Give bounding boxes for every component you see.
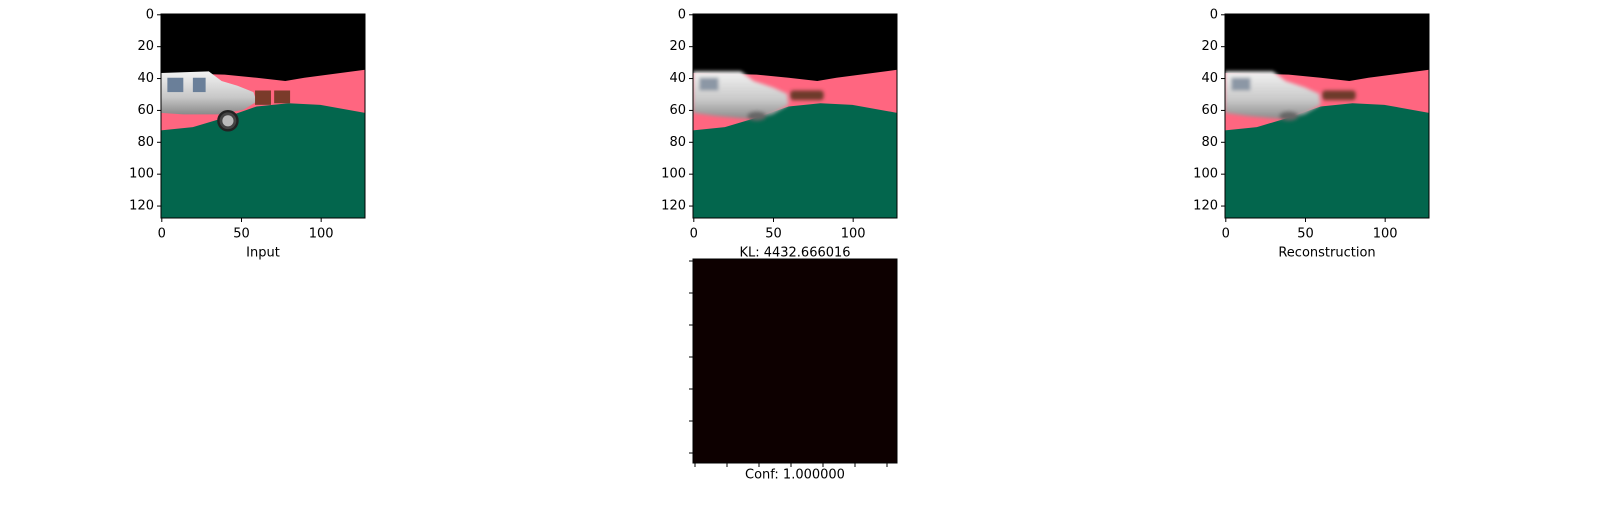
y-tick-label: 60 bbox=[669, 103, 686, 118]
y-tick-label: 20 bbox=[137, 39, 154, 54]
image bbox=[161, 14, 365, 218]
y-tick-label: 20 bbox=[669, 39, 686, 54]
y-tick-label: 40 bbox=[1201, 71, 1218, 86]
image bbox=[1225, 14, 1429, 218]
axes-title: KL: 4432.666016 bbox=[739, 246, 850, 261]
x-tick-label: 100 bbox=[1373, 227, 1398, 242]
x-tick-label: 0 bbox=[690, 227, 698, 242]
y-tick-label: 120 bbox=[1193, 199, 1218, 214]
y-tick-label: 0 bbox=[146, 7, 154, 22]
x-tick-label: 0 bbox=[1222, 227, 1230, 242]
y-tick-label: 100 bbox=[661, 167, 686, 182]
x-axis-label: Reconstruction bbox=[1278, 246, 1375, 261]
y-tick-label: 60 bbox=[1201, 103, 1218, 118]
x-axis-label: Input bbox=[246, 246, 280, 261]
x-tick-label: 100 bbox=[309, 227, 334, 242]
y-tick-label: 40 bbox=[137, 71, 154, 86]
axes-frame bbox=[1224, 13, 1430, 219]
x-tick-label: 50 bbox=[1297, 227, 1314, 242]
y-tick-label: 0 bbox=[678, 7, 686, 22]
axes-frame bbox=[160, 13, 366, 219]
image bbox=[693, 14, 897, 218]
y-tick-label: 80 bbox=[1201, 135, 1218, 150]
x-tick-label: 50 bbox=[233, 227, 250, 242]
y-tick-label: 20 bbox=[1201, 39, 1218, 54]
x-axis-label: Conf: 1.000000 bbox=[745, 468, 845, 483]
axes-frame bbox=[692, 13, 898, 219]
x-tick-label: 0 bbox=[158, 227, 166, 242]
y-tick-label: 80 bbox=[137, 135, 154, 150]
x-tick-label: 50 bbox=[765, 227, 782, 242]
x-tick-label: 100 bbox=[841, 227, 866, 242]
y-tick-label: 80 bbox=[669, 135, 686, 150]
y-tick-label: 100 bbox=[1193, 167, 1218, 182]
y-tick-label: 60 bbox=[137, 103, 154, 118]
y-tick-label: 120 bbox=[661, 199, 686, 214]
image bbox=[693, 259, 897, 463]
y-tick-label: 40 bbox=[669, 71, 686, 86]
y-tick-label: 0 bbox=[1210, 7, 1218, 22]
y-tick-label: 100 bbox=[129, 167, 154, 182]
axes-frame bbox=[692, 258, 898, 464]
y-tick-label: 120 bbox=[129, 199, 154, 214]
